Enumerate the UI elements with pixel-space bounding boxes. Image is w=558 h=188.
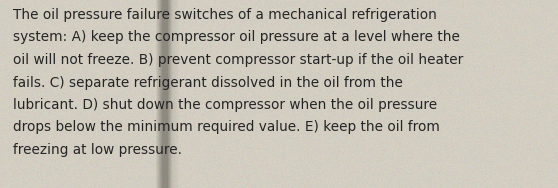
Bar xyxy=(174,0,175,188)
Bar xyxy=(170,0,171,188)
Text: system: A) keep the compressor oil pressure at a level where the: system: A) keep the compressor oil press… xyxy=(13,30,460,45)
Bar xyxy=(166,0,167,188)
Bar xyxy=(173,0,174,188)
Bar xyxy=(161,0,162,188)
Text: lubricant. D) shut down the compressor when the oil pressure: lubricant. D) shut down the compressor w… xyxy=(13,98,437,112)
Bar xyxy=(171,0,172,188)
Bar xyxy=(164,0,165,188)
Bar xyxy=(163,0,164,188)
Bar xyxy=(167,0,168,188)
Bar xyxy=(155,0,156,188)
Bar xyxy=(159,0,160,188)
Bar xyxy=(168,0,169,188)
Bar xyxy=(172,0,173,188)
Bar xyxy=(169,0,170,188)
Bar xyxy=(162,0,163,188)
Bar xyxy=(158,0,159,188)
Text: oil will not freeze. B) prevent compressor start-up if the oil heater: oil will not freeze. B) prevent compress… xyxy=(13,53,463,67)
Bar xyxy=(178,0,179,188)
Bar xyxy=(160,0,161,188)
Bar xyxy=(175,0,176,188)
Bar xyxy=(176,0,177,188)
Text: drops below the minimum required value. E) keep the oil from: drops below the minimum required value. … xyxy=(13,121,440,134)
Bar xyxy=(156,0,157,188)
Bar xyxy=(177,0,178,188)
Text: The oil pressure failure switches of a mechanical refrigeration: The oil pressure failure switches of a m… xyxy=(13,8,437,22)
Text: fails. C) separate refrigerant dissolved in the oil from the: fails. C) separate refrigerant dissolved… xyxy=(13,76,403,89)
Bar xyxy=(157,0,158,188)
Bar xyxy=(165,0,166,188)
Text: freezing at low pressure.: freezing at low pressure. xyxy=(13,143,182,157)
